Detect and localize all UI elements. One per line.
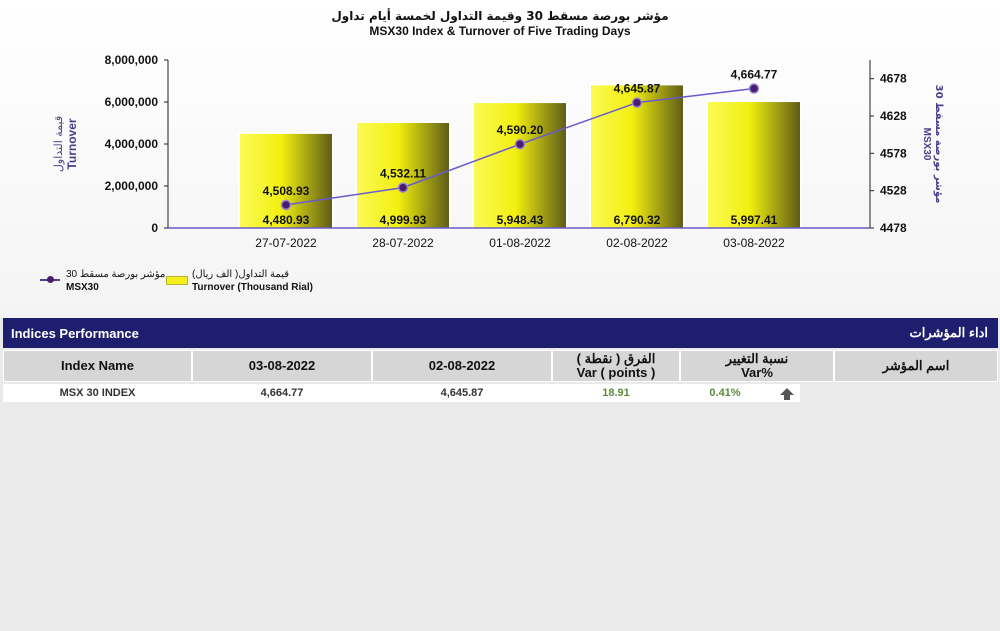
- left-tick-label: 4,000,000: [105, 137, 159, 151]
- turnover-bar: [474, 103, 566, 228]
- cell-var-points: 18.91: [602, 387, 630, 399]
- left-axis-title-english: Turnover: [65, 118, 79, 169]
- right-tick-label: 4478: [880, 221, 907, 235]
- legend: مؤشر بورصة مسقط 30 MSX30 قيمة التداول( ا…: [40, 268, 460, 308]
- column-header-var-points[interactable]: الفرق ( نقطة ) Var ( points ): [552, 350, 680, 382]
- chart-title-arabic: مؤشر بورصة مسقط 30 وقيمة التداول لخمسة أ…: [331, 8, 668, 24]
- left-axis-title-arabic: قيمة التداول: [52, 116, 65, 172]
- x-tick-label: 01-08-2022: [489, 236, 551, 250]
- table-title-arabic: اداء المؤشرات: [909, 325, 988, 340]
- legend-marker-swatch: [47, 276, 54, 283]
- right-axis-title-english: MSX30: [921, 128, 932, 161]
- cell-var-percent: 0.41%: [709, 387, 741, 399]
- left-tick-label: 6,000,000: [105, 95, 159, 109]
- legend-label-arabic: مؤشر بورصة مسقط 30: [66, 269, 166, 280]
- combo-chart: مؤشر بورصة مسقط 30 وقيمة التداول لخمسة أ…: [52, 8, 944, 250]
- cell-index-name: MSX 30 INDEX: [59, 387, 136, 399]
- column-header-date-2[interactable]: 02-08-2022: [372, 350, 552, 382]
- left-axis-title: قيمة التداول Turnover: [52, 116, 79, 172]
- right-tick-label: 4578: [880, 146, 907, 160]
- bar-data-label: 5,948.43: [497, 213, 544, 227]
- msx30-point: [397, 182, 409, 193]
- line-data-label: 4,508.93: [263, 184, 310, 198]
- table-title: Indices Performance: [11, 326, 139, 341]
- table-header-bar: Indices Performance اداء المؤشرات: [3, 318, 998, 348]
- line-layer: [280, 83, 760, 211]
- chart-title: MSX30 Index & Turnover of Five Trading D…: [369, 24, 631, 38]
- x-tick-label: 28-07-2022: [372, 236, 434, 250]
- x-tick-label: 02-08-2022: [606, 236, 668, 250]
- x-tick-label: 03-08-2022: [723, 236, 785, 250]
- bars-layer: [238, 83, 802, 228]
- line-data-label: 4,664.77: [731, 68, 778, 82]
- right-tick-label: 4628: [880, 109, 907, 123]
- line-data-label: 4,645.87: [614, 82, 661, 96]
- x-tick-label: 27-07-2022: [255, 236, 317, 250]
- cell-date-1-value: 4,664.77: [260, 387, 304, 399]
- right-axis-title-arabic: مؤشر بورصة مسقط 30: [933, 85, 944, 204]
- cell-date-2-value: 4,645.87: [440, 387, 484, 399]
- turnover-bar: [591, 85, 683, 228]
- column-header-var-percent[interactable]: نسبة التغيير Var%: [680, 350, 834, 382]
- left-tick-label: 8,000,000: [105, 53, 159, 67]
- legend-label: MSX30: [66, 282, 99, 293]
- legend-label: Turnover (Thousand Rial): [192, 282, 313, 293]
- legend-label-arabic: قيمة التداول( الف ريال): [192, 269, 290, 280]
- axes-layer: 0 2,000,000 4,000,000 6,000,000 8,000,000 447…: [52, 53, 944, 250]
- right-tick-label: 4678: [880, 72, 907, 86]
- turnover-bar: [708, 102, 800, 228]
- labels-layer: 4,480.93 4,999.93 5,948.43 6,790.32 5,997.41…: [263, 68, 778, 227]
- up-arrow-icon: [780, 388, 794, 400]
- msx30-point: [514, 138, 526, 150]
- indices-performance-table: Indices Performance اداء المؤشرات Index …: [3, 318, 998, 402]
- column-header-index-name-arabic[interactable]: اسم المؤشر: [834, 350, 998, 382]
- left-tick-label: 0: [151, 221, 158, 235]
- msx30-point: [631, 97, 643, 108]
- bar-data-label: 5,997.41: [731, 213, 778, 227]
- msx30-point: [280, 199, 292, 211]
- bar-data-label: 4,480.93: [263, 213, 310, 227]
- right-tick-label: 4528: [880, 184, 907, 198]
- left-tick-label: 2,000,000: [105, 179, 159, 193]
- turnover-bar: [240, 133, 332, 228]
- line-data-label: 4,590.20: [497, 123, 544, 137]
- legend-bar-swatch: [166, 276, 188, 285]
- bar-data-label: 4,999.93: [380, 213, 427, 227]
- msx30-point: [748, 83, 760, 94]
- bar-data-label: 6,790.32: [614, 213, 661, 227]
- column-header-date-1[interactable]: 03-08-2022: [192, 350, 372, 382]
- chart-panel: مؤشر بورصة مسقط 30 وقيمة التداول لخمسة أ…: [0, 0, 1000, 318]
- column-header-row: Index Name 03-08-2022 02-08-2022 الفرق (…: [3, 350, 998, 384]
- line-data-label: 4,532.11: [380, 167, 426, 181]
- column-header-index-name[interactable]: Index Name: [3, 350, 192, 382]
- table-row[interactable]: MSX 30 INDEX 4,664.77 4,645.87 18.91 0.4…: [3, 384, 800, 402]
